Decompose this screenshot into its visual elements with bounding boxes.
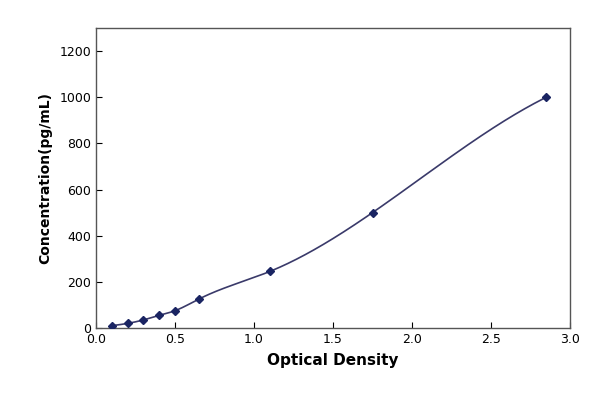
Y-axis label: Concentration(pg/mL): Concentration(pg/mL) bbox=[38, 92, 52, 264]
X-axis label: Optical Density: Optical Density bbox=[267, 353, 399, 368]
